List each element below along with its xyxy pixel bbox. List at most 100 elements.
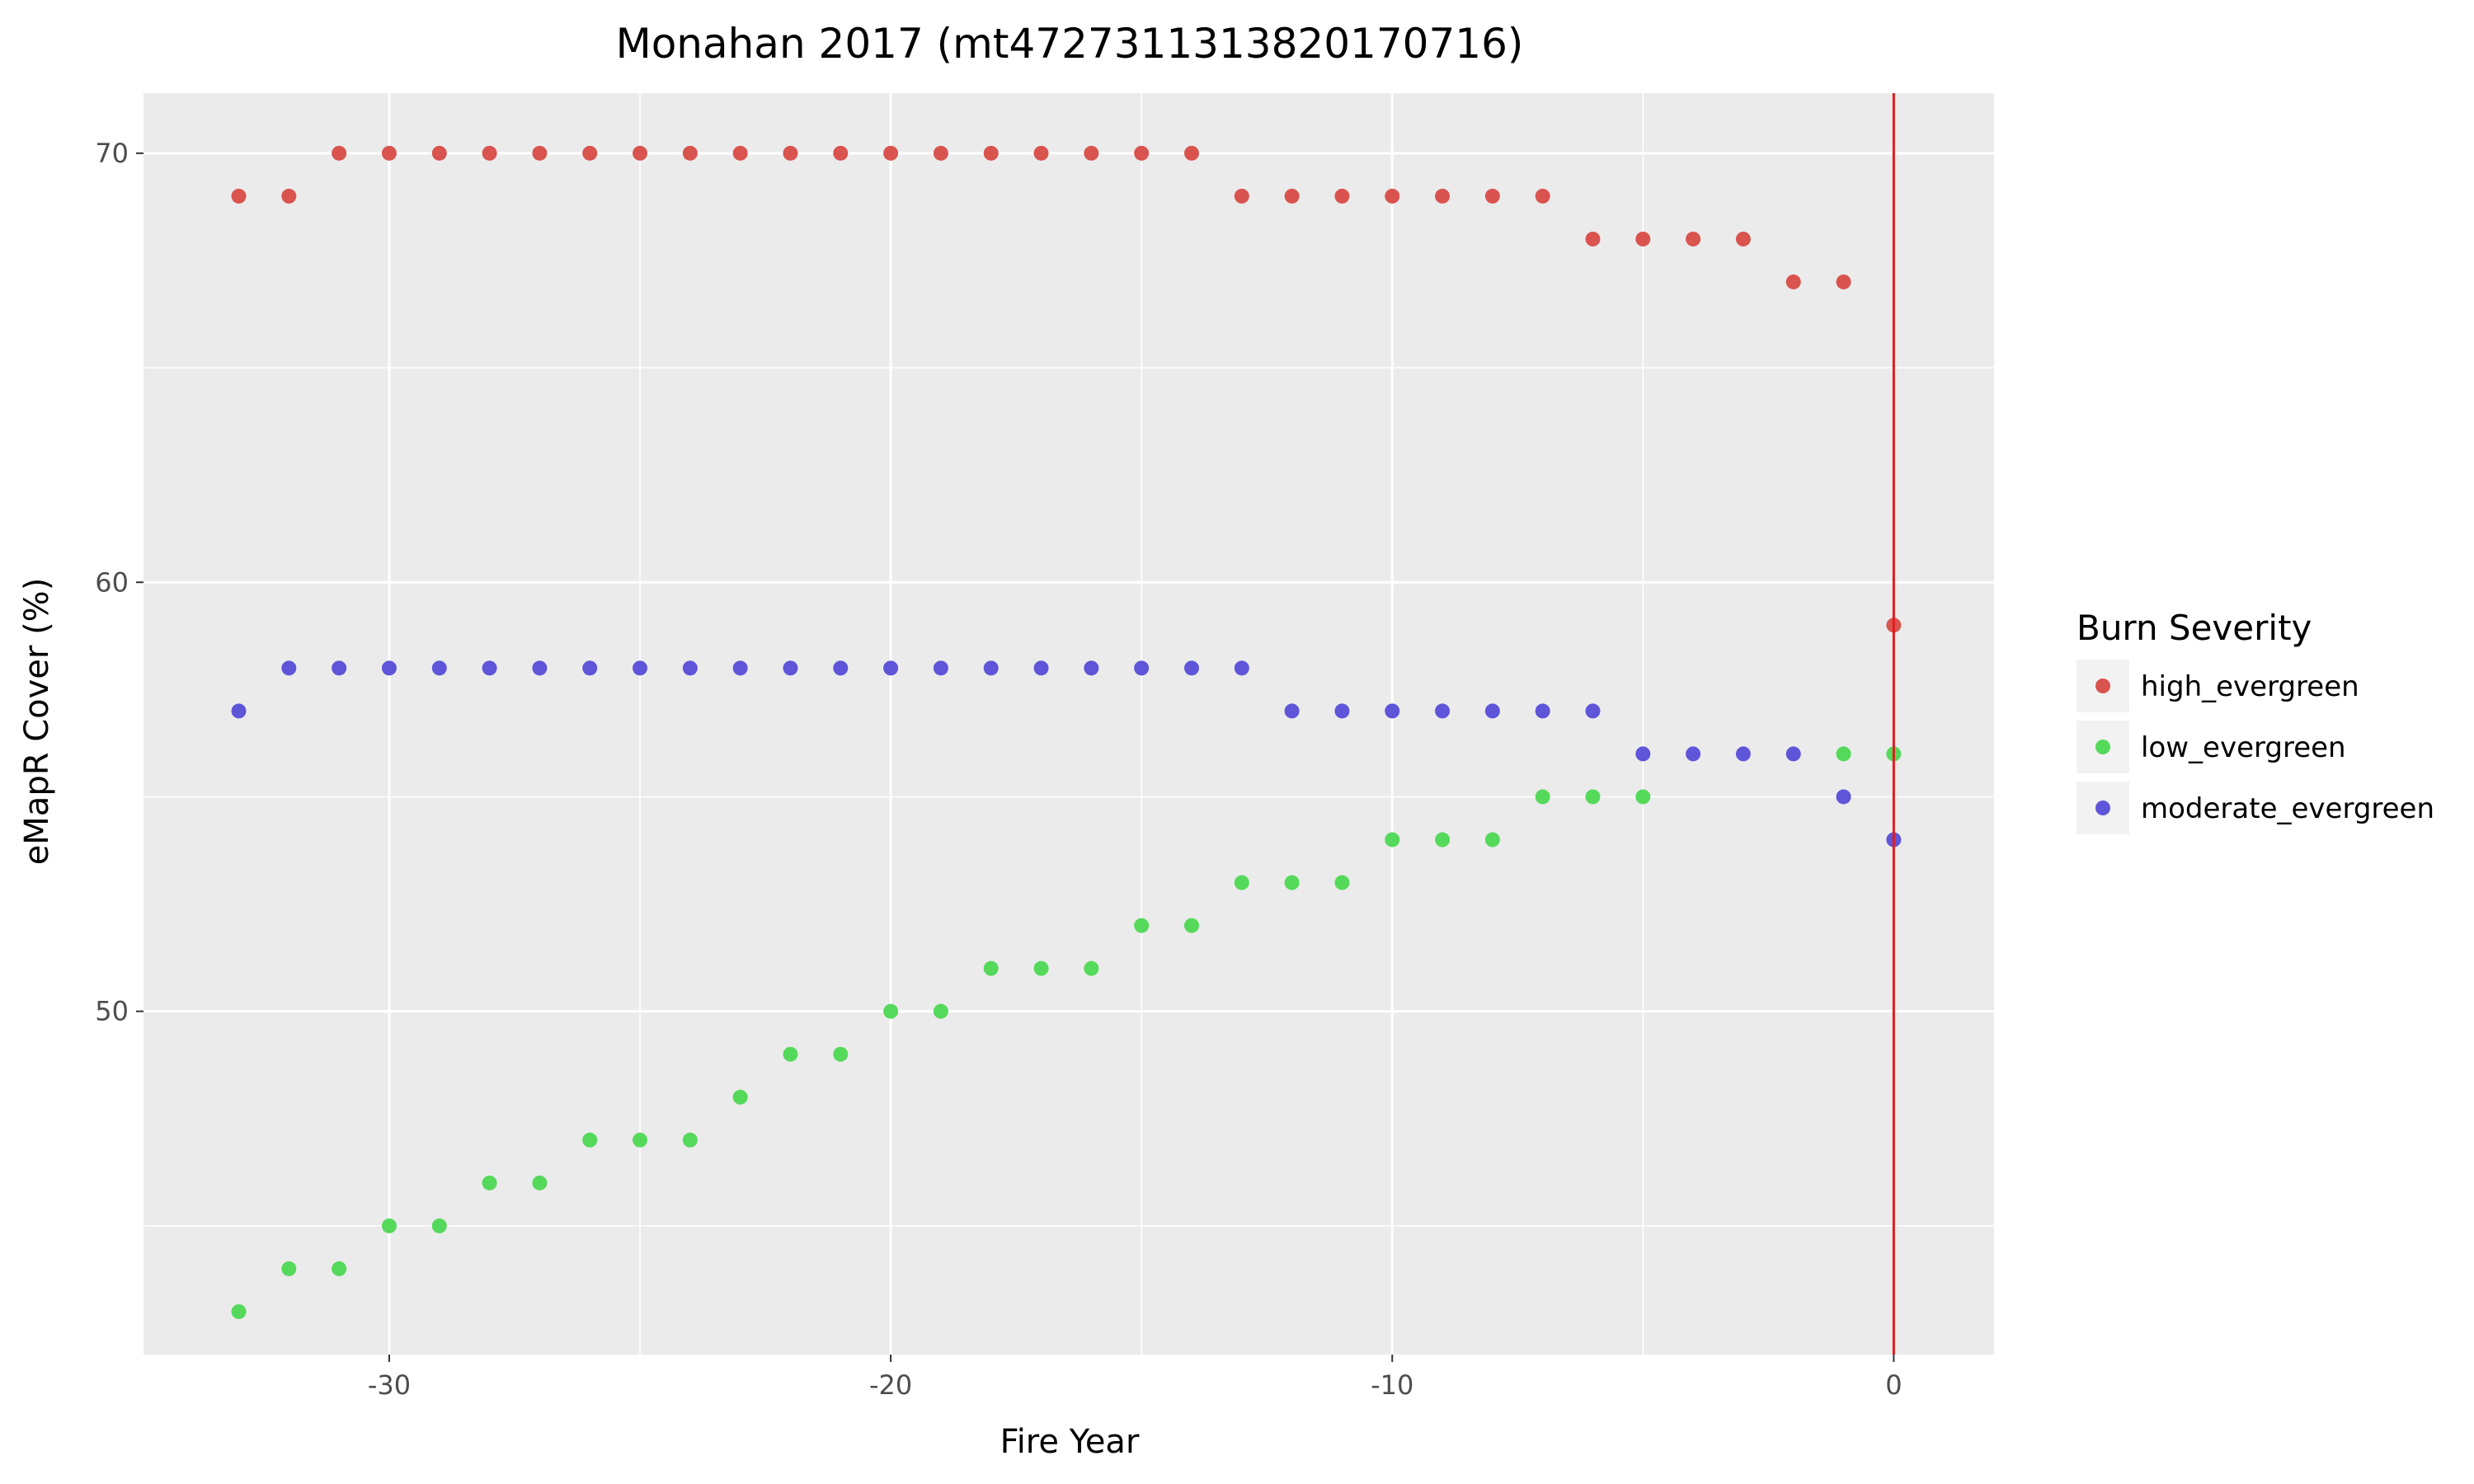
point-low_evergreen — [1084, 960, 1099, 976]
point-high_evergreen — [1284, 188, 1300, 204]
point-low_evergreen — [431, 1218, 447, 1233]
point-high_evergreen — [532, 145, 548, 161]
legend-label-moderate_evergreen: moderate_evergreen — [2141, 792, 2434, 825]
point-moderate_evergreen — [332, 660, 347, 676]
legend-marker-low_evergreen — [2095, 740, 2110, 754]
point-high_evergreen — [732, 145, 748, 161]
point-moderate_evergreen — [532, 660, 548, 676]
y-axis: 50 60 70 — [95, 138, 143, 1027]
point-low_evergreen — [1535, 789, 1550, 805]
panel-background — [143, 93, 1994, 1355]
legend-label-low_evergreen: low_evergreen — [2141, 731, 2346, 764]
point-low_evergreen — [933, 1003, 948, 1019]
point-high_evergreen — [1484, 188, 1500, 204]
point-high_evergreen — [883, 145, 899, 161]
point-high_evergreen — [1435, 188, 1451, 204]
point-moderate_evergreen — [1385, 703, 1400, 719]
point-moderate_evergreen — [983, 660, 999, 676]
point-moderate_evergreen — [1234, 660, 1249, 676]
point-high_evergreen — [1134, 145, 1150, 161]
y-axis-title: eMapR Cover (%) — [18, 578, 56, 866]
point-moderate_evergreen — [281, 660, 297, 676]
point-low_evergreen — [883, 1003, 899, 1019]
point-high_evergreen — [833, 145, 849, 161]
point-moderate_evergreen — [783, 660, 798, 676]
point-moderate_evergreen — [1686, 746, 1701, 762]
point-high_evergreen — [1785, 274, 1801, 289]
point-moderate_evergreen — [1735, 746, 1751, 762]
point-low_evergreen — [332, 1261, 347, 1276]
point-low_evergreen — [482, 1175, 497, 1190]
point-low_evergreen — [582, 1132, 598, 1148]
point-high_evergreen — [1385, 188, 1400, 204]
point-high_evergreen — [1334, 188, 1350, 204]
point-high_evergreen — [1183, 145, 1199, 161]
point-moderate_evergreen — [381, 660, 397, 676]
point-moderate_evergreen — [732, 660, 748, 676]
point-high_evergreen — [1686, 231, 1701, 247]
point-moderate_evergreen — [682, 660, 698, 676]
point-moderate_evergreen — [1284, 703, 1300, 719]
point-moderate_evergreen — [1836, 789, 1851, 805]
point-moderate_evergreen — [1635, 746, 1651, 762]
point-high_evergreen — [381, 145, 397, 161]
point-moderate_evergreen — [431, 660, 447, 676]
point-high_evergreen — [482, 145, 497, 161]
point-high_evergreen — [783, 145, 798, 161]
point-low_evergreen — [983, 960, 999, 976]
legend-label-high_evergreen: high_evergreen — [2141, 670, 2359, 703]
point-moderate_evergreen — [1785, 746, 1801, 762]
point-moderate_evergreen — [1033, 660, 1049, 676]
point-moderate_evergreen — [633, 660, 648, 676]
point-low_evergreen — [1134, 918, 1150, 933]
point-high_evergreen — [983, 145, 999, 161]
point-low_evergreen — [1334, 875, 1350, 890]
point-high_evergreen — [933, 145, 948, 161]
point-low_evergreen — [381, 1218, 397, 1233]
point-high_evergreen — [1836, 274, 1851, 289]
point-high_evergreen — [1033, 145, 1049, 161]
point-low_evergreen — [231, 1303, 247, 1319]
point-moderate_evergreen — [933, 660, 948, 676]
point-high_evergreen — [332, 145, 347, 161]
y-tick-label: 60 — [95, 566, 129, 598]
legend-marker-moderate_evergreen — [2095, 801, 2110, 815]
point-moderate_evergreen — [1585, 703, 1601, 719]
point-moderate_evergreen — [883, 660, 899, 676]
point-moderate_evergreen — [1435, 703, 1451, 719]
x-tick-label: -20 — [869, 1369, 912, 1401]
x-axis-title: Fire Year — [1000, 1423, 1140, 1461]
point-low_evergreen — [682, 1132, 698, 1148]
point-moderate_evergreen — [1183, 660, 1199, 676]
x-tick-label: 0 — [1885, 1369, 1902, 1401]
point-low_evergreen — [1385, 832, 1400, 848]
legend-marker-high_evergreen — [2095, 679, 2110, 693]
point-moderate_evergreen — [1134, 660, 1150, 676]
point-low_evergreen — [1435, 832, 1451, 848]
point-low_evergreen — [1284, 875, 1300, 890]
point-low_evergreen — [532, 1175, 548, 1190]
y-tick-label: 50 — [95, 996, 129, 1027]
point-high_evergreen — [582, 145, 598, 161]
point-moderate_evergreen — [231, 703, 247, 719]
point-low_evergreen — [281, 1261, 297, 1276]
point-low_evergreen — [1635, 789, 1651, 805]
point-high_evergreen — [682, 145, 698, 161]
point-moderate_evergreen — [1334, 703, 1350, 719]
point-high_evergreen — [1635, 231, 1651, 247]
point-high_evergreen — [1084, 145, 1099, 161]
point-high_evergreen — [431, 145, 447, 161]
point-moderate_evergreen — [582, 660, 598, 676]
point-low_evergreen — [1033, 960, 1049, 976]
point-low_evergreen — [633, 1132, 648, 1148]
point-high_evergreen — [281, 188, 297, 204]
point-high_evergreen — [1585, 231, 1601, 247]
point-moderate_evergreen — [482, 660, 497, 676]
point-low_evergreen — [732, 1089, 748, 1105]
data-points — [231, 93, 1902, 1355]
legend-title: Burn Severity — [2077, 608, 2312, 648]
x-tick-label: -10 — [1371, 1369, 1413, 1401]
point-high_evergreen — [1234, 188, 1249, 204]
point-moderate_evergreen — [833, 660, 849, 676]
